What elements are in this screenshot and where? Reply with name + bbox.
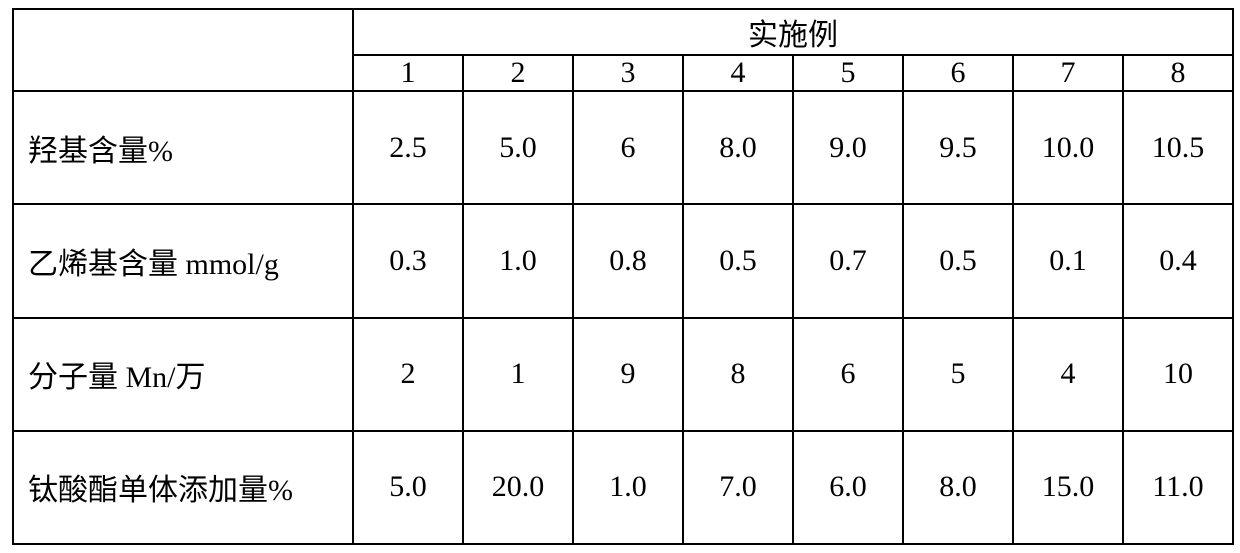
- row-label: 羟基含量%: [13, 91, 353, 204]
- header-group-cell: 实施例: [353, 9, 1233, 55]
- data-cell: 0.3: [353, 204, 463, 317]
- data-cell: 0.5: [683, 204, 793, 317]
- data-cell: 0.5: [903, 204, 1013, 317]
- table-container: 实施例 1 2 3 4 5 6 7 8 羟基含量% 2.5 5.0 6 8.0 …: [0, 0, 1240, 553]
- data-cell: 4: [1013, 318, 1123, 431]
- col-header: 4: [683, 55, 793, 91]
- data-cell: 8.0: [683, 91, 793, 204]
- table-row: 分子量 Mn/万 2 1 9 8 6 5 4 10: [13, 318, 1233, 431]
- data-cell: 20.0: [463, 431, 573, 544]
- data-cell: 2.5: [353, 91, 463, 204]
- header-row-group: 实施例: [13, 9, 1233, 55]
- col-header: 7: [1013, 55, 1123, 91]
- data-cell: 1.0: [463, 204, 573, 317]
- data-cell: 10.5: [1123, 91, 1233, 204]
- row-label: 钛酸酯单体添加量%: [13, 431, 353, 544]
- data-cell: 10.0: [1013, 91, 1123, 204]
- data-cell: 9: [573, 318, 683, 431]
- col-header: 5: [793, 55, 903, 91]
- data-cell: 9.0: [793, 91, 903, 204]
- col-header: 6: [903, 55, 1013, 91]
- data-cell: 7.0: [683, 431, 793, 544]
- col-header: 2: [463, 55, 573, 91]
- data-cell: 6: [573, 91, 683, 204]
- data-cell: 1.0: [573, 431, 683, 544]
- data-cell: 11.0: [1123, 431, 1233, 544]
- data-cell: 0.4: [1123, 204, 1233, 317]
- row-label: 分子量 Mn/万: [13, 318, 353, 431]
- table-row: 乙烯基含量 mmol/g 0.3 1.0 0.8 0.5 0.7 0.5 0.1…: [13, 204, 1233, 317]
- data-cell: 5.0: [463, 91, 573, 204]
- data-cell: 1: [463, 318, 573, 431]
- col-header: 1: [353, 55, 463, 91]
- row-label: 乙烯基含量 mmol/g: [13, 204, 353, 317]
- data-cell: 0.1: [1013, 204, 1123, 317]
- data-cell: 6: [793, 318, 903, 431]
- data-cell: 0.7: [793, 204, 903, 317]
- data-cell: 10: [1123, 318, 1233, 431]
- data-cell: 5.0: [353, 431, 463, 544]
- data-cell: 5: [903, 318, 1013, 431]
- data-cell: 6.0: [793, 431, 903, 544]
- data-cell: 0.8: [573, 204, 683, 317]
- data-cell: 15.0: [1013, 431, 1123, 544]
- data-cell: 2: [353, 318, 463, 431]
- table-row: 钛酸酯单体添加量% 5.0 20.0 1.0 7.0 6.0 8.0 15.0 …: [13, 431, 1233, 544]
- col-header: 8: [1123, 55, 1233, 91]
- col-header: 3: [573, 55, 683, 91]
- header-blank-cell: [13, 9, 353, 91]
- data-cell: 8.0: [903, 431, 1013, 544]
- table-row: 羟基含量% 2.5 5.0 6 8.0 9.0 9.5 10.0 10.5: [13, 91, 1233, 204]
- data-cell: 9.5: [903, 91, 1013, 204]
- data-cell: 8: [683, 318, 793, 431]
- data-table: 实施例 1 2 3 4 5 6 7 8 羟基含量% 2.5 5.0 6 8.0 …: [12, 8, 1234, 545]
